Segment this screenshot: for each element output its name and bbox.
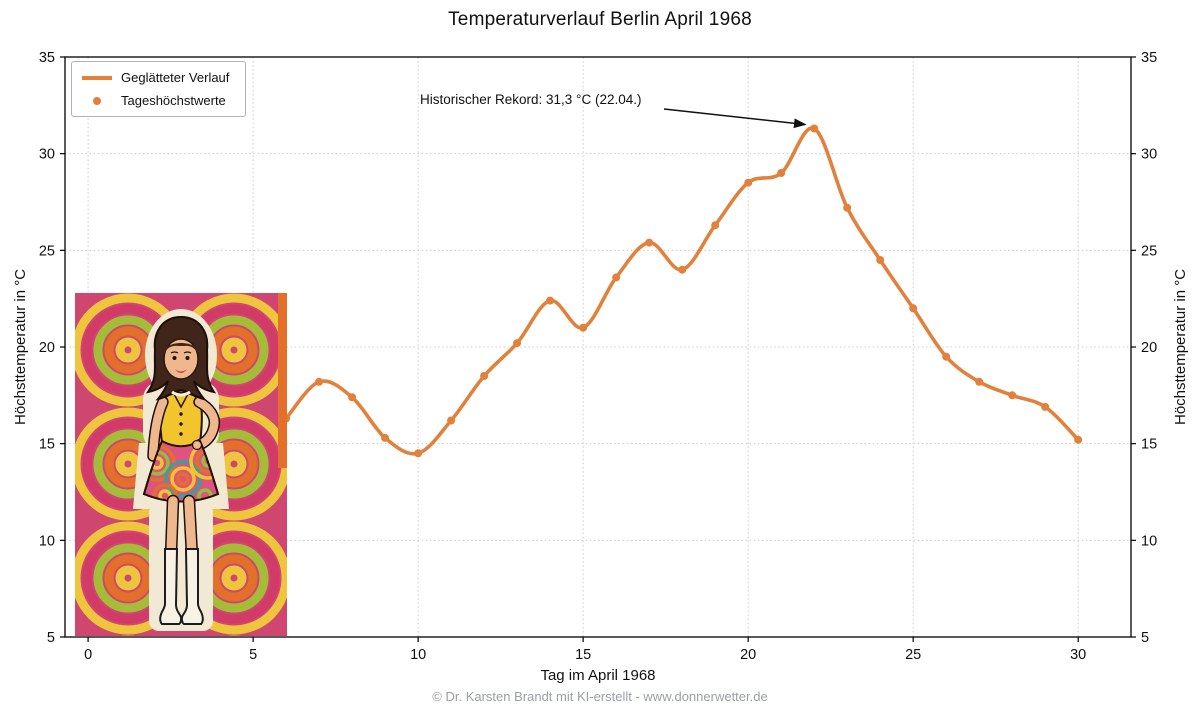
- data-point-marker: [744, 178, 753, 187]
- poster-art: [75, 293, 287, 636]
- y-tick-label-right: 30: [1141, 147, 1157, 163]
- data-point-marker: [909, 304, 918, 313]
- data-point-marker: [513, 339, 522, 348]
- data-point-marker: [678, 265, 687, 274]
- legs: [164, 494, 199, 562]
- y-tick-label-left: 35: [39, 50, 55, 66]
- arms: [147, 396, 221, 462]
- dot-swatch: [82, 96, 112, 105]
- data-point-marker: [1041, 402, 1050, 411]
- data-point-marker: [480, 372, 489, 380]
- data-point-marker: [546, 296, 555, 305]
- data-point-marker: [414, 449, 423, 458]
- smoothed-temperature-line: [284, 126, 1080, 456]
- data-point-marker: [777, 169, 786, 177]
- data-point-marker: [810, 124, 819, 133]
- y-tick-label-right: 10: [1141, 533, 1157, 549]
- y-tick-label-right: 15: [1141, 437, 1157, 453]
- y-axis-label-right: Höchsttemperatur in °C: [1172, 268, 1189, 426]
- x-tick-label: 25: [905, 647, 921, 663]
- data-point-marker: [1074, 435, 1083, 444]
- data-point-marker: [315, 377, 324, 386]
- y-tick-label-left: 20: [39, 340, 55, 356]
- data-point-marker: [843, 203, 852, 212]
- copyright-footer: © Dr. Karsten Brandt mit KI-erstellt - w…: [432, 689, 768, 704]
- x-axis-label: Tag im April 1968: [540, 667, 656, 684]
- daily-max-markers: [282, 124, 1083, 458]
- tick-labels: 0 5 10 15 20 25 30 5 5 10 10 15 15 20 20 25 25 30 30 35 35: [39, 50, 1157, 663]
- chart-legend: Geglätteter Verlauf Tageshöchstwerte: [71, 61, 247, 117]
- y-tick-label-right: 20: [1141, 340, 1157, 356]
- data-point-marker: [975, 377, 984, 386]
- legend-item-daily-max: Tageshöchstwerte: [82, 93, 229, 108]
- data-point-marker: [876, 256, 885, 264]
- data-point-marker: [381, 433, 390, 442]
- data-point-marker: [1008, 391, 1017, 400]
- y-tick-label-left: 5: [47, 630, 55, 646]
- x-tick-label: 0: [84, 647, 92, 663]
- white-boots: [159, 548, 204, 625]
- chart-title: Temperaturverlauf Berlin April 1968: [448, 9, 752, 30]
- legend-item-smoothed-line: Geglätteter Verlauf: [82, 70, 229, 85]
- legend-label-dot: Tageshöchstwerte: [121, 93, 226, 108]
- data-point-marker: [942, 352, 951, 361]
- x-tick-label: 15: [575, 647, 591, 663]
- data-point-marker: [711, 221, 720, 230]
- data-point-marker: [447, 416, 456, 425]
- necklace: [171, 390, 191, 397]
- woman-figure: [133, 309, 229, 631]
- y-tick-label-left: 30: [39, 147, 55, 163]
- record-annotation-text: Historischer Rekord: 31,3 °C (22.04.): [420, 92, 642, 107]
- data-point-marker: [645, 238, 654, 247]
- y-tick-label-right: 35: [1141, 50, 1157, 66]
- x-tick-label: 5: [249, 647, 257, 663]
- axis-ticks: [60, 56, 1136, 642]
- x-tick-label: 30: [1070, 647, 1086, 663]
- y-tick-label-left: 10: [39, 533, 55, 549]
- x-tick-label: 20: [740, 647, 756, 663]
- y-tick-label-right: 5: [1141, 630, 1149, 646]
- x-tick-label: 10: [410, 647, 426, 663]
- face: [162, 338, 200, 380]
- y-tick-label-right: 25: [1141, 243, 1157, 259]
- line-swatch: [82, 75, 112, 80]
- poster-edge-stripe: [278, 293, 287, 468]
- psychedelic-poster-image: [75, 293, 287, 636]
- data-point-marker: [348, 393, 357, 402]
- y-tick-label-left: 25: [39, 243, 55, 259]
- y-tick-label-left: 15: [39, 437, 55, 453]
- data-point-marker: [612, 273, 621, 282]
- yellow-top: [159, 391, 203, 449]
- legend-label-line: Geglätteter Verlauf: [121, 70, 230, 85]
- y-axis-label-left: Höchsttemperatur in °C: [12, 268, 29, 426]
- hand: [191, 439, 203, 451]
- annotation-arrow: [663, 108, 807, 129]
- data-point-marker: [579, 323, 588, 332]
